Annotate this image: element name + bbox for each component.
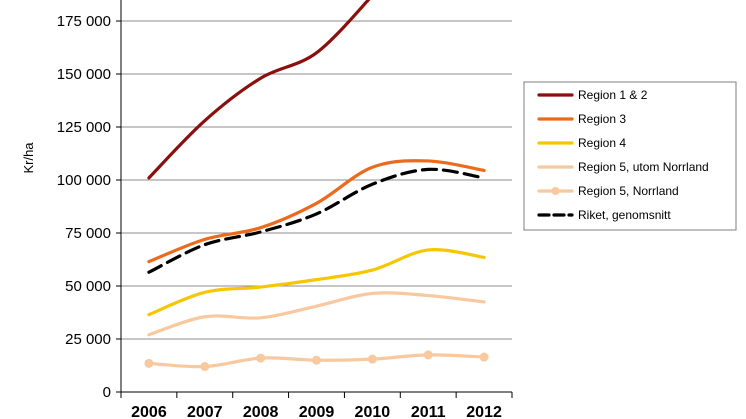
x-tick-label: 2008 xyxy=(243,404,279,419)
data-point-marker xyxy=(144,358,154,368)
y-axis-ticks: 0 25 000 50 000 75 000 100 000 125 000 150 000… xyxy=(57,13,121,401)
x-axis-ticks: 2006 2007 2008 2009 2010 2011 2012 xyxy=(120,392,513,419)
data-point-marker xyxy=(479,352,489,362)
series-line-1 xyxy=(147,0,371,180)
y-tick-label: 75 000 xyxy=(65,225,111,242)
gridlines xyxy=(121,20,512,340)
series-line-6 xyxy=(147,167,486,274)
x-tick-label: 2006 xyxy=(131,404,167,419)
legend-label: Riket, genomsnitt xyxy=(578,208,671,222)
legend-label: Region 1 & 2 xyxy=(578,88,648,102)
x-tick-label: 2011 xyxy=(411,404,446,419)
data-point-marker xyxy=(312,355,321,365)
axes xyxy=(120,0,512,393)
y-tick-label: 100 000 xyxy=(57,172,111,189)
legend: Region 1 & 2 Region 3 Region 4 Region 5, ut… xyxy=(523,81,737,231)
series-lines xyxy=(144,0,489,372)
series-line-4 xyxy=(147,291,486,337)
data-point-marker xyxy=(256,353,266,363)
y-tick-label: 175 000 xyxy=(57,13,111,30)
series-line-2 xyxy=(147,159,486,264)
legend-marker xyxy=(551,187,560,195)
y-tick-label: 50 000 xyxy=(65,278,111,295)
y-tick-label: 0 xyxy=(103,384,111,401)
data-point-marker xyxy=(423,350,433,360)
y-tick-label: 125 000 xyxy=(57,119,111,136)
y-axis-label: Kr/ha xyxy=(21,142,36,174)
legend-box xyxy=(523,81,737,231)
y-tick-label: 150 000 xyxy=(57,66,111,83)
y-tick-label: 25 000 xyxy=(65,331,111,348)
data-point-marker xyxy=(200,362,210,372)
x-tick-label: 2009 xyxy=(299,404,335,419)
x-tick-label: 2012 xyxy=(466,404,502,419)
legend-label: Region 5, utom Norrland xyxy=(578,160,709,174)
legend-label: Region 4 xyxy=(578,136,626,150)
x-tick-label: 2007 xyxy=(187,404,223,419)
series-line-3 xyxy=(147,248,486,317)
data-point-marker xyxy=(367,354,377,364)
x-tick-label: 2010 xyxy=(355,404,391,419)
legend-label: Region 3 xyxy=(578,112,626,126)
legend-label: Region 5, Norrland xyxy=(578,184,679,198)
